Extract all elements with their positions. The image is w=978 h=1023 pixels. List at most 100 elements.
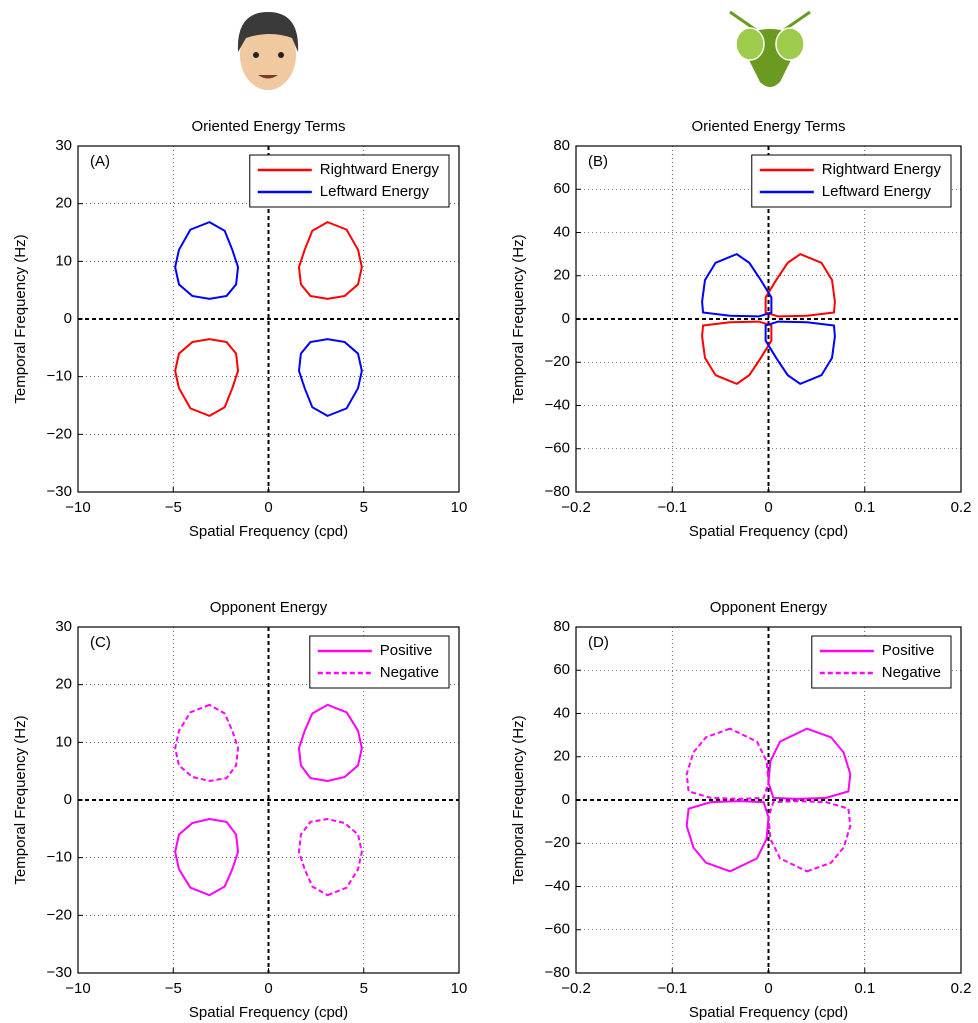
x-tick-label: 0 — [264, 980, 272, 997]
legend-label: Rightward Energy — [822, 161, 942, 178]
x-tick-label: 0 — [264, 499, 272, 516]
x-tick-label: −5 — [165, 980, 182, 997]
x-tick-label: −10 — [65, 980, 90, 997]
contour — [687, 729, 769, 799]
y-tick-label: 60 — [553, 180, 570, 197]
x-tick-label: 5 — [360, 499, 368, 516]
y-tick-label: 0 — [64, 310, 72, 327]
y-tick-label: −80 — [545, 483, 570, 500]
y-tick-label: −40 — [545, 877, 570, 894]
y-tick-label: 20 — [55, 676, 72, 693]
y-tick-label: −20 — [47, 425, 72, 442]
x-tick-label: −0.1 — [657, 499, 687, 516]
y-axis-label: Temporal Frequency (Hz) — [12, 234, 29, 403]
y-tick-label: 20 — [553, 748, 570, 765]
contour — [299, 705, 362, 781]
contour — [175, 339, 238, 416]
panel-title: Oriented Energy Terms — [692, 118, 846, 135]
panel-label: (C) — [90, 634, 111, 651]
y-tick-label: −30 — [47, 483, 72, 500]
y-tick-label: 20 — [55, 195, 72, 212]
contour — [299, 819, 362, 895]
contour — [299, 339, 362, 416]
y-tick-label: 0 — [562, 310, 570, 327]
legend-label: Leftward Energy — [320, 183, 430, 200]
panel: Oriented Energy Terms −0.2 −0.1 0 0.1 0.2 −80 −… — [510, 118, 971, 540]
x-tick-label: 0 — [764, 980, 772, 997]
contour — [702, 322, 771, 384]
legend-label: Negative — [380, 664, 439, 681]
y-tick-label: 0 — [64, 791, 72, 808]
x-tick-label: −0.1 — [657, 980, 687, 997]
y-axis-label: Temporal Frequency (Hz) — [12, 715, 29, 884]
y-tick-label: 40 — [553, 223, 570, 240]
y-tick-label: 30 — [55, 618, 72, 635]
y-tick-label: 20 — [553, 267, 570, 284]
panel-title: Opponent Energy — [710, 599, 828, 616]
y-tick-label: 40 — [553, 704, 570, 721]
y-tick-label: −10 — [47, 368, 72, 385]
y-tick-label: −60 — [545, 440, 570, 457]
contour — [299, 222, 362, 299]
x-axis-label: Spatial Frequency (cpd) — [689, 1004, 848, 1021]
x-tick-label: 0.2 — [951, 499, 972, 516]
y-tick-label: 60 — [553, 661, 570, 678]
y-tick-label: −20 — [545, 834, 570, 851]
x-tick-label: 0.1 — [854, 499, 875, 516]
contour — [766, 322, 835, 384]
x-tick-label: −10 — [65, 499, 90, 516]
panel-label: (B) — [588, 153, 608, 170]
y-tick-label: 10 — [55, 252, 72, 269]
legend-label: Rightward Energy — [320, 161, 440, 178]
y-tick-label: −40 — [545, 396, 570, 413]
legend-label: Positive — [380, 642, 433, 659]
legend: Rightward Energy Leftward Energy — [752, 155, 951, 207]
panel-label: (A) — [90, 153, 110, 170]
panel: Oriented Energy Terms −10 −5 0 5 10 −30 −20 −10 0… — [12, 118, 467, 540]
contour — [702, 254, 771, 316]
x-tick-label: 5 — [360, 980, 368, 997]
x-tick-label: 0.2 — [951, 980, 972, 997]
x-tick-label: 10 — [451, 499, 468, 516]
mantis-icon — [730, 12, 810, 87]
y-tick-label: −10 — [47, 849, 72, 866]
y-tick-label: 80 — [553, 618, 570, 635]
legend-label: Leftward Energy — [822, 183, 932, 200]
y-tick-label: 30 — [55, 137, 72, 154]
panel-label: (D) — [588, 634, 609, 651]
y-tick-label: −20 — [47, 906, 72, 923]
x-tick-label: −0.2 — [561, 980, 591, 997]
panel-title: Oriented Energy Terms — [192, 118, 346, 135]
legend-label: Negative — [882, 664, 941, 681]
x-axis-label: Spatial Frequency (cpd) — [189, 1004, 348, 1021]
x-tick-label: −5 — [165, 499, 182, 516]
legend-label: Positive — [882, 642, 935, 659]
panel: Opponent Energy −0.2 −0.1 0 0.1 0.2 −80 −60 −40 −… — [510, 599, 971, 1021]
figure: Oriented Energy Terms −10 −5 0 5 10 −30 −20 −10 0… — [0, 0, 978, 1023]
contour — [769, 729, 851, 799]
x-tick-label: 0.1 — [854, 980, 875, 997]
y-tick-label: −80 — [545, 964, 570, 981]
contour — [175, 705, 238, 781]
x-tick-label: 10 — [451, 980, 468, 997]
contour — [175, 222, 238, 299]
legend: Rightward Energy Leftward Energy — [250, 155, 449, 207]
contour — [769, 801, 851, 871]
legend: Positive Negative — [812, 636, 951, 688]
y-axis-label: Temporal Frequency (Hz) — [510, 234, 527, 403]
contour — [766, 254, 835, 316]
y-tick-label: 80 — [553, 137, 570, 154]
contour — [175, 819, 238, 895]
y-tick-label: −60 — [545, 921, 570, 938]
x-axis-label: Spatial Frequency (cpd) — [189, 523, 348, 540]
human-icon — [238, 12, 298, 90]
y-axis-label: Temporal Frequency (Hz) — [510, 715, 527, 884]
legend: Positive Negative — [310, 636, 449, 688]
y-tick-label: −20 — [545, 353, 570, 370]
y-tick-label: 10 — [55, 733, 72, 750]
panel: Opponent Energy−10−50510−30−20−100102030… — [12, 599, 467, 1021]
x-axis-label: Spatial Frequency (cpd) — [689, 523, 848, 540]
x-tick-label: −0.2 — [561, 499, 591, 516]
panel-title: Opponent Energy — [210, 599, 328, 616]
contour — [687, 801, 769, 871]
